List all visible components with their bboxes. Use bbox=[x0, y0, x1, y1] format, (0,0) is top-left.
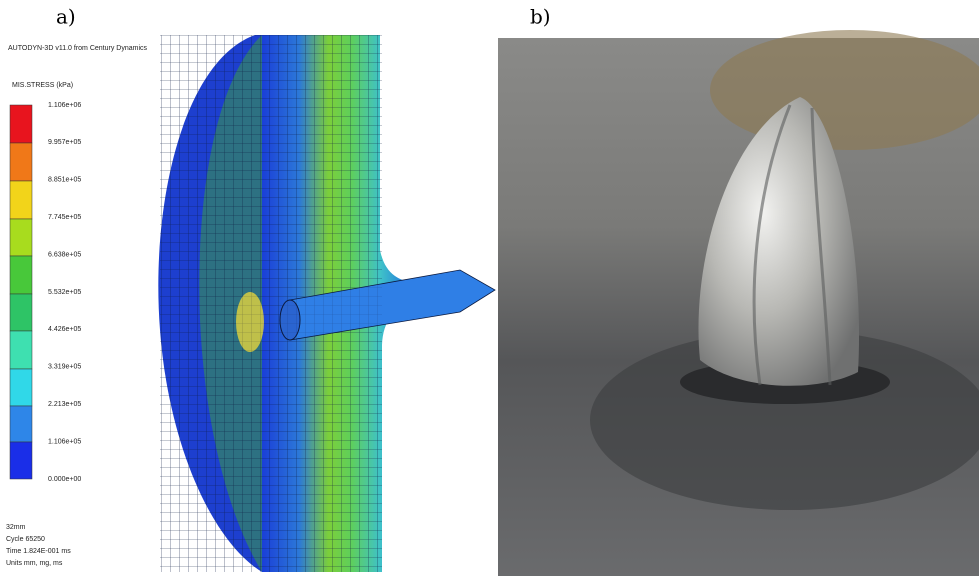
footer-line: Cycle 65250 bbox=[6, 536, 45, 543]
footer-line: 32mm bbox=[6, 524, 26, 531]
legend-label: 8.851e+05 bbox=[48, 177, 81, 184]
footer-line: Units mm, mg, ms bbox=[6, 560, 63, 567]
photo bbox=[498, 30, 979, 576]
legend-label: 1.106e+05 bbox=[48, 438, 81, 445]
legend-label: 0.000e+00 bbox=[48, 476, 81, 483]
footer-line: Time 1.824E-001 ms bbox=[6, 548, 71, 555]
legend-label: 4.426e+05 bbox=[48, 326, 81, 333]
legend-label: 1.106e+06 bbox=[48, 102, 81, 109]
legend-label: 3.319e+05 bbox=[48, 364, 81, 371]
legend-label: 7.745e+05 bbox=[48, 214, 81, 221]
colorbar bbox=[10, 105, 32, 479]
legend-label: 5.532e+05 bbox=[48, 289, 81, 296]
legend-title: MIS.STRESS (kPa) bbox=[12, 82, 73, 89]
software-header: AUTODYN-3D v11.0 from Century Dynamics bbox=[8, 45, 147, 52]
panel-label: a) bbox=[56, 5, 76, 29]
panel-label: b) bbox=[530, 5, 551, 29]
legend-label: 2.213e+05 bbox=[48, 401, 81, 408]
legend-label: 6.638e+05 bbox=[48, 251, 81, 258]
simulation-render bbox=[158, 35, 495, 572]
figure: a) AUTODYN-3D v11.0 from Century Dynamic… bbox=[0, 0, 979, 576]
legend-label: 9.957e+05 bbox=[48, 139, 81, 146]
